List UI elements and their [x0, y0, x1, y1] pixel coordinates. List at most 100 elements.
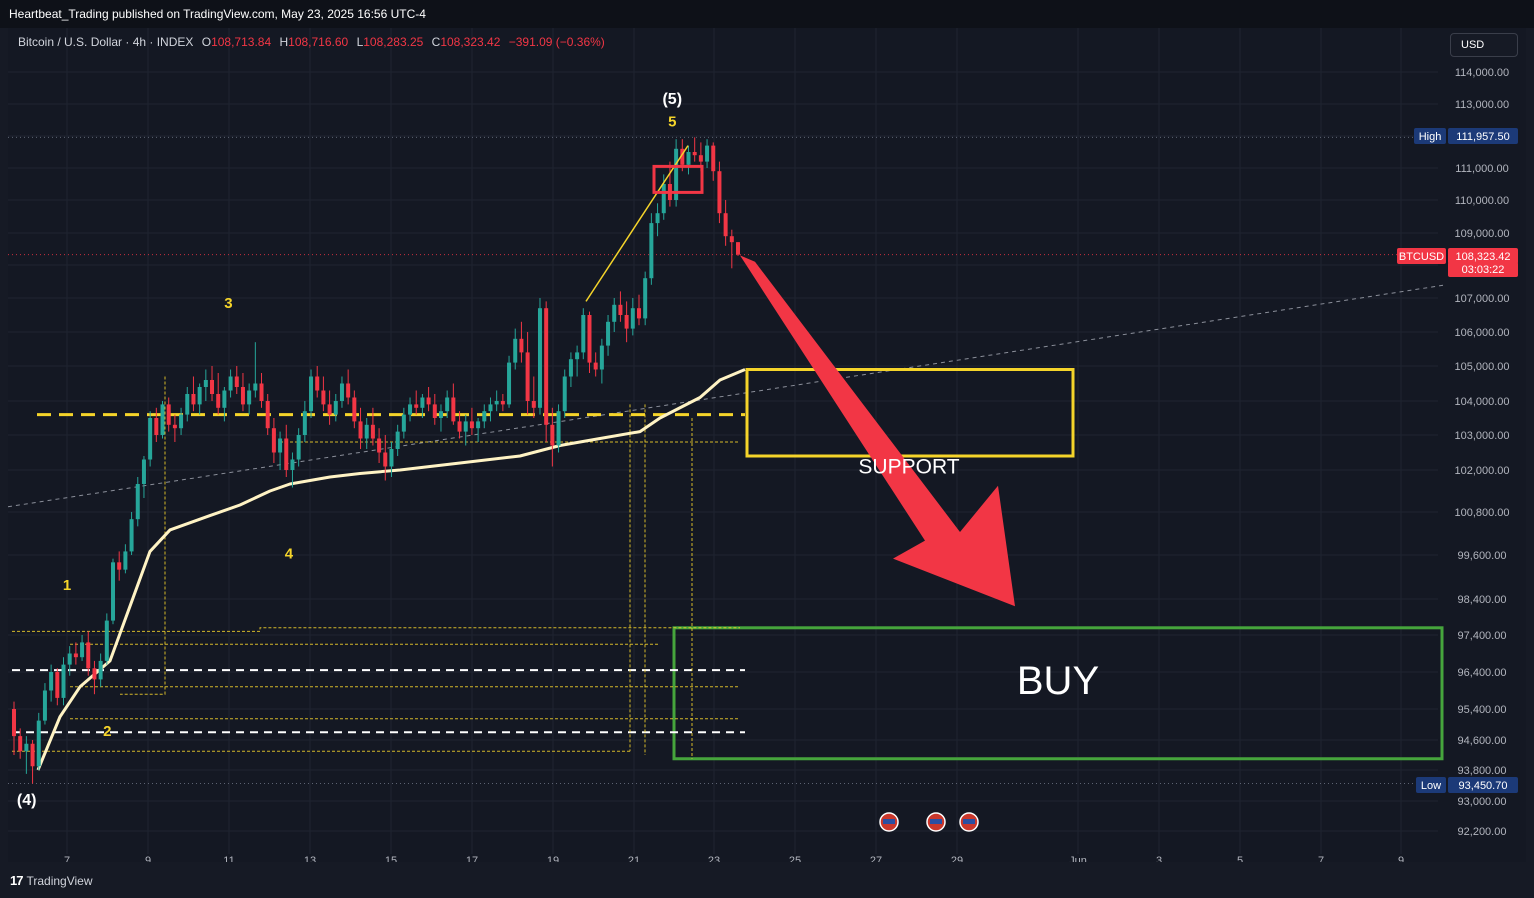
candle-body: [370, 424, 375, 439]
y-tick-label: 109,000.00: [1454, 228, 1509, 240]
candle-body: [55, 672, 60, 698]
x-tick-label: 7: [64, 855, 70, 862]
candle-body: [86, 642, 91, 669]
y-tick-label: 96,400.00: [1458, 667, 1507, 679]
candle-body: [680, 148, 685, 165]
candle-body: [519, 338, 524, 353]
candle-body: [346, 383, 351, 398]
candle-body: [296, 435, 301, 460]
x-tick-label: 7: [1318, 855, 1324, 862]
candle-body: [185, 394, 190, 415]
candle-body: [414, 404, 419, 408]
candle-body: [618, 304, 623, 315]
countdown-badge: 03:03:22: [1462, 264, 1505, 276]
candle-body: [736, 242, 740, 255]
x-tick-label: 25: [789, 855, 801, 862]
x-tick-label: 27: [870, 855, 882, 862]
candle-body: [636, 308, 641, 319]
high-label-bg: [1414, 128, 1446, 144]
candle-body: [550, 424, 555, 446]
candle-body: [420, 397, 425, 408]
price-chart[interactable]: (4)12345(5)SUPPORTBUY114,000.00113,000.0…: [8, 28, 1526, 862]
candle-body: [42, 690, 47, 721]
open-value: 108,713.84: [211, 35, 272, 49]
candle-body: [575, 352, 580, 360]
profile-outline: [12, 627, 740, 632]
candle-body: [284, 438, 289, 470]
candle-body: [253, 383, 258, 391]
x-tick-label: 9: [1398, 855, 1404, 862]
us-flag-event-icon-canton: [963, 819, 975, 824]
candle-body: [389, 449, 394, 467]
currency-button[interactable]: USD: [1450, 33, 1518, 57]
candle-body: [160, 404, 165, 435]
candle-body: [333, 401, 338, 415]
candle-body: [674, 148, 679, 200]
candle-body: [179, 414, 184, 429]
candle-body: [222, 390, 227, 408]
low-label: Low: [1421, 780, 1441, 792]
candle-body: [494, 401, 499, 405]
candle-body: [643, 278, 648, 319]
candle-body: [98, 660, 103, 680]
candle-body: [61, 664, 66, 698]
wave-label: 5: [668, 113, 676, 130]
chart-area[interactable]: (4) 1 2 3 4 5 (5) SUPPORT BUY 114,000.00 113,000.0…: [8, 28, 1526, 862]
candle-body: [649, 223, 654, 279]
open-key: O: [201, 35, 212, 49]
current-value-badge-bg: [1448, 248, 1518, 264]
y-tick-label: 111,000.00: [1455, 163, 1508, 175]
candle-body: [309, 376, 314, 412]
candle-body: [457, 421, 462, 432]
y-tick-label: 97,400.00: [1458, 630, 1507, 642]
wave-label: (4): [17, 792, 37, 809]
candle-body: [364, 424, 369, 439]
candle-body: [197, 387, 202, 405]
y-tick-label: 98,400.00: [1458, 594, 1507, 606]
y-tick-label: 105,000.00: [1454, 361, 1509, 373]
candle-body: [488, 404, 493, 412]
tradingview-logo-text: TradingView: [26, 873, 93, 888]
low-value-badge-bg: [1448, 777, 1518, 793]
candle-body: [599, 345, 604, 370]
us-flag-event-icon-canton: [883, 819, 895, 824]
y-tick-label: 104,000.00: [1454, 396, 1509, 408]
x-tick-label: Jun: [1069, 855, 1087, 862]
candle-body: [210, 380, 215, 394]
candle-body: [705, 145, 710, 162]
candle-body: [111, 562, 116, 621]
x-tick-label: 5: [1237, 855, 1243, 862]
low-value: 108,283.25: [363, 35, 424, 49]
x-tick-label: 23: [708, 855, 720, 862]
symbol-name: Bitcoin / U.S. Dollar · 4h · INDEX: [18, 35, 194, 49]
candle-body: [507, 362, 512, 405]
x-tick-label: 9: [145, 855, 151, 862]
x-tick-label: 11: [223, 855, 234, 862]
tradingview-logo[interactable]: 17 TradingView: [10, 873, 93, 888]
wave5-line: [585, 145, 689, 302]
candle-body: [259, 383, 264, 401]
candle-body: [24, 743, 29, 752]
candle-body: [290, 459, 295, 470]
candle-body: [562, 376, 567, 412]
wave-label: 3: [224, 295, 232, 312]
high-label: High: [1419, 131, 1442, 143]
candle-body: [203, 380, 208, 387]
candle-body: [395, 431, 400, 449]
candle-body: [451, 397, 456, 422]
y-tick-label: 95,400.00: [1458, 704, 1507, 716]
candle-body: [154, 418, 159, 435]
y-tick-label: 106,000.00: [1454, 327, 1509, 339]
x-tick-label: 29: [951, 855, 963, 862]
candle-body: [568, 359, 573, 377]
close-key: C: [431, 35, 441, 49]
x-tick-label: 13: [304, 855, 316, 862]
countdown-badge-bg: [1448, 262, 1518, 277]
candle-body: [129, 519, 134, 552]
x-tick-label: 19: [547, 855, 559, 862]
candle-body: [463, 421, 468, 432]
candle-body: [544, 308, 549, 425]
y-tick-label: 94,600.00: [1458, 735, 1507, 747]
y-tick-label: 103,000.00: [1454, 430, 1509, 442]
candle-body: [352, 397, 357, 422]
